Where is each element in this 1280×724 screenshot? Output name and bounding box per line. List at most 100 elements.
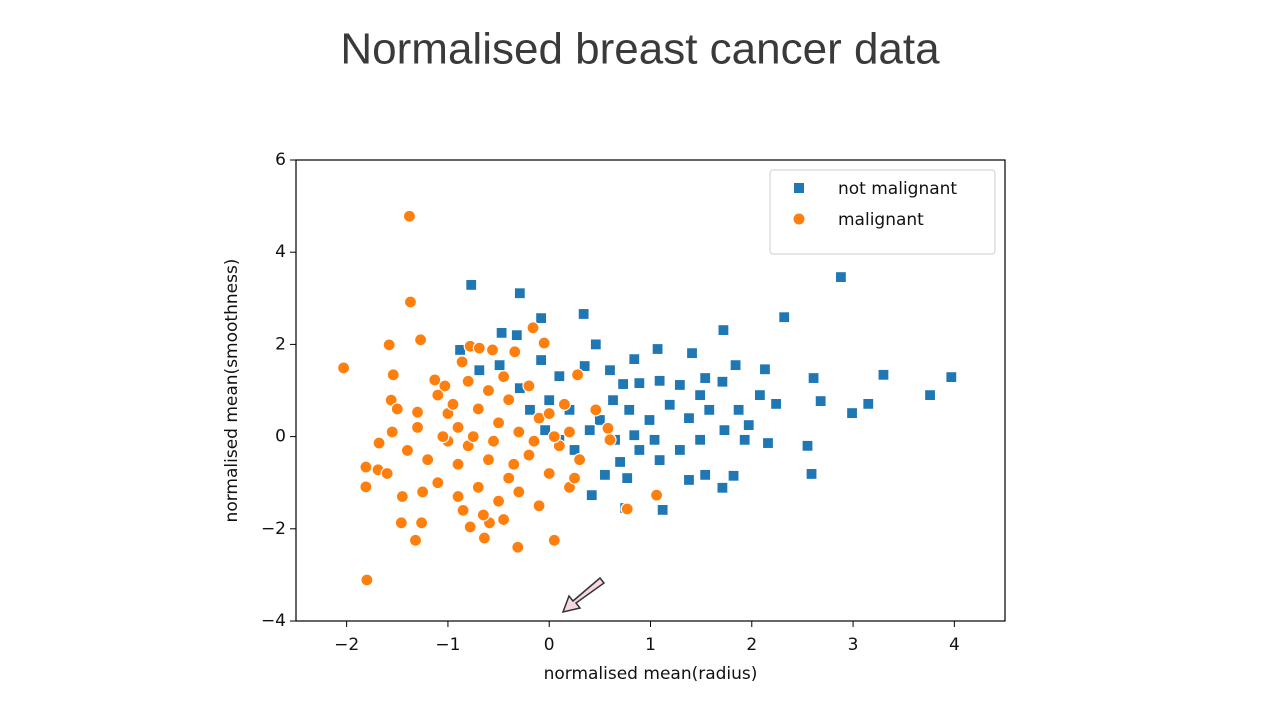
point	[732, 403, 745, 416]
point	[461, 374, 475, 388]
point	[621, 471, 634, 485]
point	[431, 476, 445, 490]
point	[694, 389, 707, 402]
point	[649, 488, 664, 502]
point	[617, 377, 630, 391]
point	[603, 364, 617, 377]
point	[578, 359, 591, 373]
point	[493, 359, 506, 372]
point	[643, 413, 656, 427]
x-tick-label: −1	[435, 635, 460, 655]
point	[699, 468, 712, 481]
point	[699, 371, 712, 385]
point	[694, 433, 707, 446]
y-tick-label: 2	[275, 334, 286, 354]
point	[510, 329, 523, 342]
point	[801, 439, 814, 452]
point	[473, 364, 486, 377]
point	[628, 429, 641, 442]
legend-marker	[793, 213, 805, 225]
point	[495, 326, 508, 339]
point	[526, 321, 540, 335]
x-tick-label: 0	[544, 635, 555, 655]
point	[589, 338, 602, 351]
point	[814, 395, 827, 408]
point	[410, 420, 425, 434]
point	[807, 371, 820, 385]
point	[923, 389, 937, 402]
point	[583, 424, 596, 437]
y-tick-label: 6	[275, 150, 286, 170]
point	[512, 425, 526, 439]
point	[481, 453, 496, 467]
point	[408, 533, 423, 547]
point	[359, 460, 373, 474]
legend-box	[769, 169, 996, 255]
point	[456, 503, 470, 517]
point	[656, 503, 669, 516]
point	[507, 457, 521, 471]
point	[589, 403, 603, 417]
legend-label: malignant	[838, 210, 924, 230]
point	[572, 453, 587, 467]
point	[542, 466, 556, 481]
point	[633, 443, 646, 457]
point	[502, 393, 516, 407]
point	[451, 457, 465, 471]
x-tick-label: 2	[746, 635, 757, 655]
point	[451, 420, 465, 434]
y-tick-label: 4	[275, 242, 286, 262]
point	[648, 433, 661, 446]
point	[601, 421, 615, 435]
point	[570, 368, 585, 382]
point	[386, 368, 400, 382]
point	[446, 397, 460, 411]
point	[523, 403, 537, 416]
point	[633, 377, 646, 390]
point	[395, 489, 409, 504]
point	[337, 361, 351, 375]
point	[729, 359, 742, 372]
point	[535, 353, 548, 367]
point	[606, 394, 620, 407]
x-tick-label: 1	[645, 635, 656, 655]
point	[653, 454, 666, 467]
legend-marker	[794, 183, 804, 193]
point	[466, 430, 480, 444]
y-axis-label: normalised mean(smoothness)	[222, 259, 242, 523]
frame	[295, 159, 1006, 622]
point	[522, 448, 536, 462]
legend-label: not malignant	[838, 179, 957, 199]
point	[465, 278, 478, 292]
point	[436, 430, 450, 444]
point	[945, 371, 958, 384]
point	[402, 209, 417, 223]
point	[585, 489, 598, 502]
point	[738, 433, 751, 446]
point	[805, 467, 818, 481]
point	[502, 471, 516, 485]
point	[598, 468, 612, 481]
point	[471, 402, 485, 416]
point	[455, 355, 469, 369]
point	[471, 480, 485, 494]
point	[527, 434, 541, 448]
point	[491, 494, 506, 508]
point	[414, 516, 429, 530]
point	[535, 312, 548, 325]
point	[727, 469, 740, 482]
plot: −2 −1 0 1 2 3 4 −4 −2 0 2 4 6 normalised mean(radius)…	[222, 150, 1006, 684]
point	[547, 533, 561, 547]
point	[834, 270, 848, 284]
point	[463, 520, 477, 534]
legend: not malignant malignant	[769, 169, 996, 255]
point	[416, 485, 430, 499]
point	[421, 453, 435, 467]
point	[663, 398, 676, 411]
point	[511, 540, 525, 554]
point	[577, 307, 590, 321]
point	[845, 406, 859, 420]
point	[522, 379, 536, 393]
